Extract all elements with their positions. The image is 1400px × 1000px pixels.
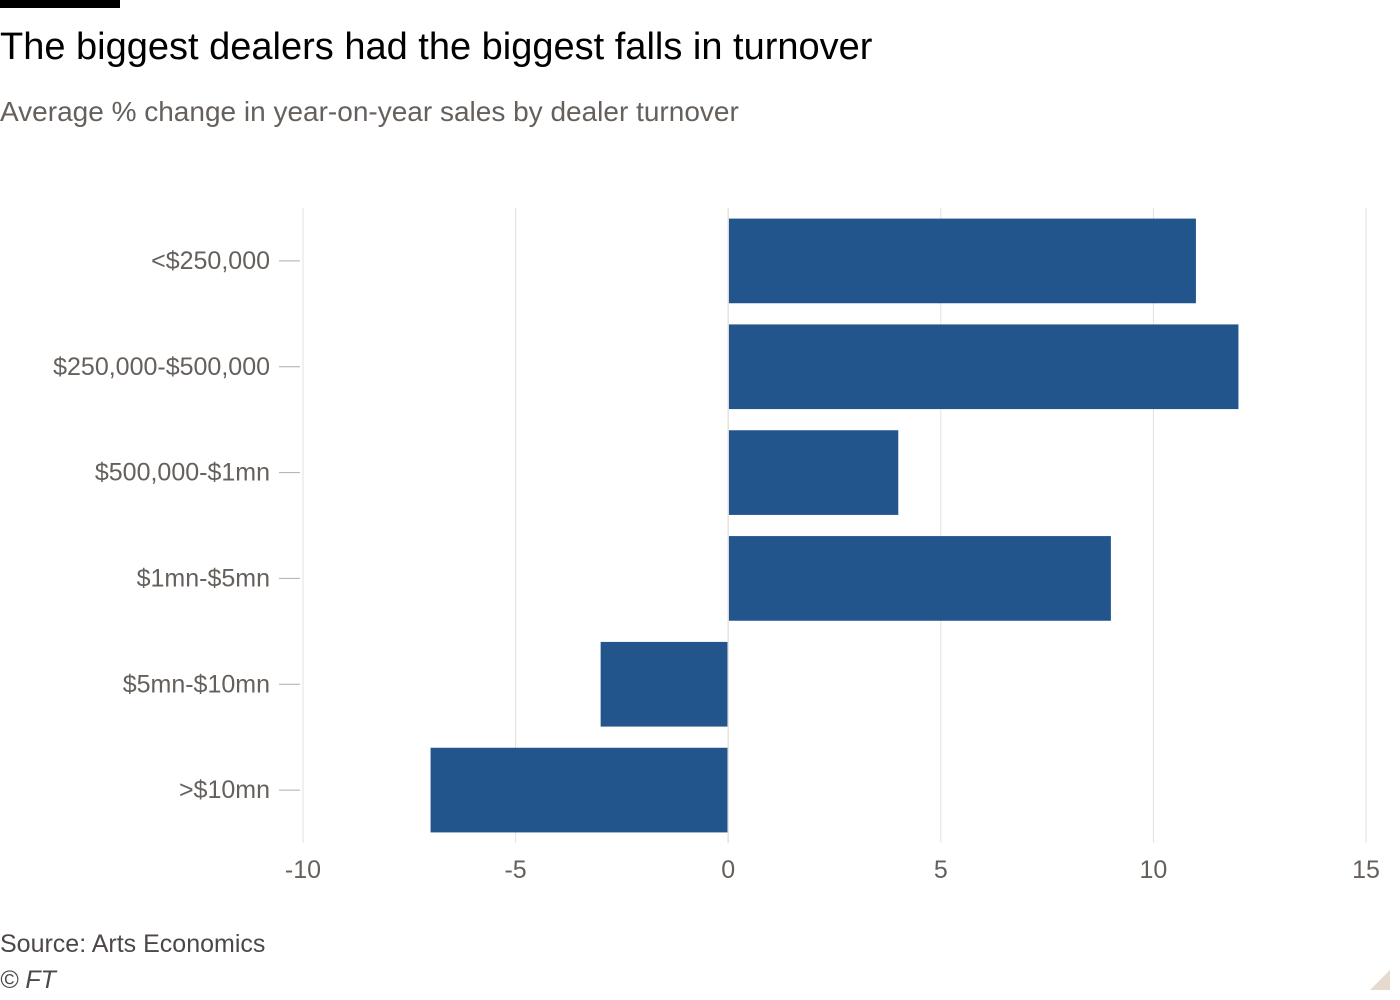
x-tick-label: -10 — [285, 856, 321, 884]
y-tick-label: >$10mn — [179, 776, 270, 804]
brand-bar — [0, 0, 120, 8]
corner-fold-icon — [1370, 970, 1390, 990]
copyright-note: © FT — [0, 966, 56, 994]
y-tick-label: $250,000-$500,000 — [53, 353, 270, 381]
bar — [728, 324, 1239, 410]
x-tick-label: 0 — [721, 856, 735, 884]
chart-title: The biggest dealers had the biggest fall… — [0, 26, 873, 68]
y-tick-label: $1mn-$5mn — [137, 564, 270, 592]
x-tick-label: -5 — [504, 856, 526, 884]
x-tick-label: 5 — [934, 856, 948, 884]
chart-subtitle: Average % change in year-on-year sales b… — [0, 96, 739, 127]
y-tick-label: $5mn-$10mn — [123, 670, 270, 698]
x-tick-label: 15 — [1352, 856, 1380, 884]
bar — [430, 747, 729, 833]
bar — [728, 536, 1111, 621]
x-tick-label: 10 — [1139, 856, 1167, 884]
bar — [728, 218, 1196, 304]
y-tick-label: <$250,000 — [151, 247, 270, 275]
bar — [728, 430, 899, 515]
y-tick-label: $500,000-$1mn — [95, 459, 270, 487]
source-note: Source: Arts Economics — [0, 930, 266, 958]
bar — [600, 641, 729, 727]
